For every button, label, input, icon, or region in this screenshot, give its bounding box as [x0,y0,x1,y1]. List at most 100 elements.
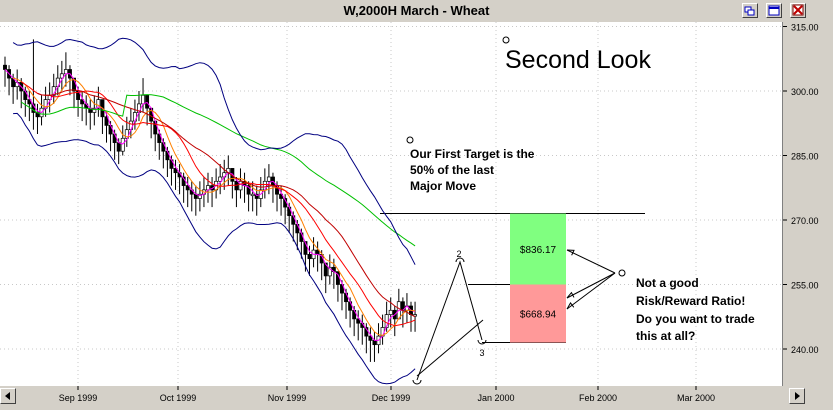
candle-down [116,142,121,152]
moving-average-line [20,94,416,247]
candle-up [63,69,68,75]
indicator-lines [4,37,416,385]
scroll-right-button[interactable] [789,388,805,404]
candle-up [384,314,389,328]
annotation-target-text: 50% of the last [410,163,494,177]
moving-average-line [37,89,416,318]
candlesticks [3,39,418,362]
overlays: $836.17$668.94123 [380,213,645,396]
candle-down [372,340,377,346]
candle-up [96,99,101,109]
y-tick-label: 270.00 [791,216,819,226]
y-tick-label: 315.00 [791,23,819,33]
scroll-left-button[interactable] [0,388,16,404]
annotation-ratio-text: Risk/Reward Ratio! [636,294,745,308]
bollinger-upper-band [12,37,416,265]
pattern-line [416,319,484,377]
annotation-ratio-text: this at all? [636,329,695,343]
annotation-arrow [566,272,616,299]
candle-down [303,241,308,255]
candle-up [120,137,125,152]
candle-down [356,318,361,324]
pattern-point-marker [477,339,487,345]
candle-up [250,193,255,197]
risk-box [510,284,566,343]
text-marker [618,269,626,277]
close-button[interactable] [790,3,806,18]
candle-down [80,99,85,105]
pattern-point-marker [455,257,465,263]
y-tick-label: 285.00 [791,152,819,162]
candle-up [218,176,223,182]
candle-up [327,266,332,277]
pattern-point-marker [412,379,422,385]
arrow-head [566,291,575,299]
annotation-target-text: Major Move [410,179,476,193]
candle-up [388,309,393,315]
annotation-ratio-text: Do you want to trade [636,312,755,326]
moving-average-line [12,77,416,336]
price-axis: 240.00 255.00 270.00 285.00 300.00 315.00 [782,22,833,386]
candle-down [254,193,259,199]
pattern-point-label: 3 [479,348,484,358]
annotation-arrow [566,249,616,274]
pattern-line [416,260,483,381]
candle-up [141,94,145,105]
chart-title: Second Look [505,46,651,74]
candle-down [323,262,328,277]
text-marker [502,36,510,44]
x-tick-label: Sep 1999 [59,393,98,403]
candle-up [266,176,271,182]
reward-label: $836.17 [520,245,557,256]
restore-icon [744,6,755,16]
candle-up [124,129,129,139]
candle-down [104,116,109,126]
candle-down [185,185,190,191]
candle-up [238,180,243,191]
maximize-button[interactable] [766,3,782,18]
reward-box [510,213,566,285]
maximize-icon [768,5,780,16]
candle-down [307,254,312,260]
annotation-ratio-text: Not a good [636,276,699,290]
candle-up [197,193,202,199]
moving-average-line [4,69,416,341]
candle-down [246,185,251,195]
window-title: W,2000H March - Wheat [343,3,490,18]
time-scrollbar[interactable]: Sep 1999 Oct 1999 Nov 1999 Dec 1999 Jan 2000… [0,386,833,410]
annotations: Second Look Our First Target is the 50% of… [406,36,755,343]
annotation-arrow [566,272,616,310]
candle-down [368,335,373,341]
candle-down [145,94,150,109]
x-tick-label: Nov 1999 [268,393,307,403]
price-axis-svg: 240.00 255.00 270.00 285.00 300.00 315.00 [783,23,819,355]
restore-button[interactable] [742,3,758,18]
grid-lines [0,22,782,386]
title-bar: W,2000H March - Wheat [0,0,833,23]
arrow-head [566,302,575,310]
candle-up [92,107,97,113]
annotation-target-text: Our First Target is the [410,147,535,161]
candle-up [413,314,418,317]
moving-average-line [20,81,416,327]
x-tick-label: Feb 2000 [579,393,617,403]
pattern-point-label: 2 [456,249,461,259]
text-marker [406,136,414,144]
right-arrow-icon [795,392,800,400]
candle-down [3,64,7,70]
x-tick-label: Dec 1999 [372,393,411,403]
arrow-head [566,249,575,256]
candle-up [59,73,64,79]
bollinger-lower-band [13,112,416,385]
risk-label: $668.94 [520,310,557,321]
y-tick-label: 240.00 [791,345,819,355]
candle-down [173,168,178,174]
y-tick-label: 300.00 [791,87,819,97]
x-tick-label: Jan 2000 [477,393,514,403]
close-icon [792,4,804,16]
x-tick-label: Oct 1999 [160,393,197,403]
candle-down [157,133,162,143]
